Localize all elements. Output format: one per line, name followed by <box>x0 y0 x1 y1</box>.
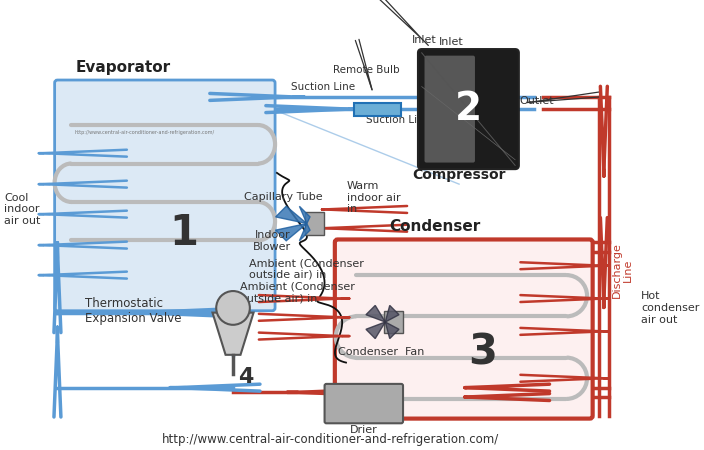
Text: Indoor
Blower: Indoor Blower <box>253 230 291 252</box>
Bar <box>305 212 324 235</box>
Polygon shape <box>276 206 307 224</box>
Text: Suction Line: Suction Line <box>365 115 430 125</box>
Text: Ambient (Condenser
outside air) in: Ambient (Condenser outside air) in <box>249 258 364 280</box>
FancyBboxPatch shape <box>325 384 403 423</box>
Polygon shape <box>299 206 310 224</box>
Text: http://www.central-air-conditioner-and-refrigeration.com/: http://www.central-air-conditioner-and-r… <box>74 130 215 135</box>
Bar <box>384 311 403 333</box>
FancyBboxPatch shape <box>425 56 475 162</box>
Text: Cool
indoor
air out: Cool indoor air out <box>4 193 41 226</box>
Text: 3: 3 <box>468 331 497 373</box>
Text: Inlet: Inlet <box>413 36 437 45</box>
Text: 2: 2 <box>455 90 482 128</box>
Polygon shape <box>385 322 399 338</box>
Text: Drier: Drier <box>350 425 377 435</box>
Text: 4: 4 <box>238 367 253 387</box>
Text: Condenser  Fan: Condenser Fan <box>338 347 424 357</box>
Text: Inlet: Inlet <box>439 37 463 47</box>
Text: Warm
indoor air
in: Warm indoor air in <box>347 181 401 214</box>
Text: Evaporator: Evaporator <box>76 59 171 75</box>
FancyBboxPatch shape <box>335 239 593 418</box>
FancyBboxPatch shape <box>55 80 275 311</box>
Text: 1: 1 <box>169 212 198 254</box>
Polygon shape <box>385 306 399 322</box>
Text: Suction Line: Suction Line <box>291 82 355 92</box>
Bar <box>354 103 401 116</box>
Text: Condenser: Condenser <box>389 219 480 234</box>
Polygon shape <box>213 313 253 355</box>
Text: Thermostatic
Expansion Valve: Thermostatic Expansion Valve <box>85 297 182 325</box>
Text: Compressor: Compressor <box>413 167 506 181</box>
Polygon shape <box>276 224 307 241</box>
Text: Outlet: Outlet <box>520 96 555 106</box>
Polygon shape <box>366 322 385 338</box>
Text: Remote Bulb: Remote Bulb <box>333 39 400 91</box>
Polygon shape <box>366 306 385 322</box>
Text: Ambient (Condenser
outside air) in: Ambient (Condenser outside air) in <box>239 282 354 303</box>
Text: Discharge
Line: Discharge Line <box>612 243 634 298</box>
Polygon shape <box>299 224 310 241</box>
Circle shape <box>216 291 250 325</box>
Text: Capillary Tube: Capillary Tube <box>244 192 323 202</box>
FancyBboxPatch shape <box>418 49 519 169</box>
Text: http://www.central-air-conditioner-and-refrigeration.com/: http://www.central-air-conditioner-and-r… <box>161 433 499 446</box>
Text: Hot
condenser
air out: Hot condenser air out <box>641 291 700 324</box>
